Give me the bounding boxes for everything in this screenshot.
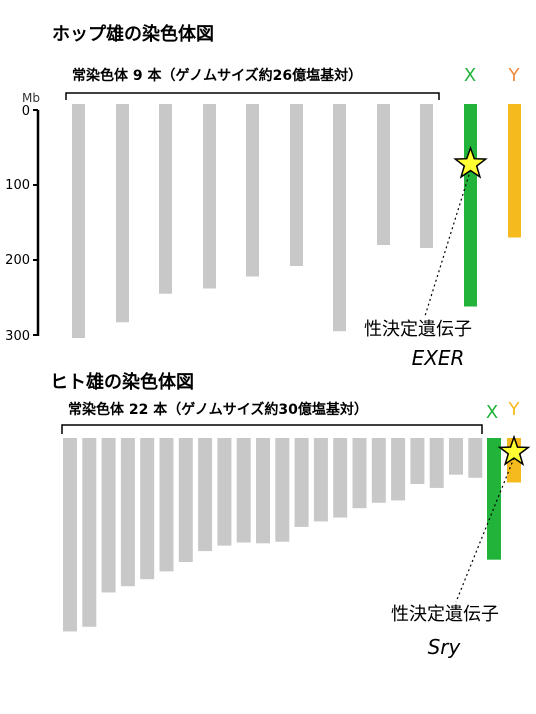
- hop-autosome-bar: [377, 104, 390, 245]
- hop-gene-pointer: [424, 169, 472, 317]
- human-gene-name: Sry: [428, 635, 462, 659]
- human-autosome-bar: [333, 438, 348, 518]
- hop-y-label: Y: [508, 65, 521, 86]
- human-autosome-bracket: [61, 424, 483, 434]
- human-autosome-bar: [101, 438, 116, 593]
- human-x-chromosome-bar: [487, 438, 501, 560]
- hop-axis-tick-label: 0: [22, 104, 30, 119]
- human-autosome-bar: [256, 438, 270, 544]
- hop-autosome-bar: [290, 104, 303, 266]
- hop-autosome-bar: [333, 104, 346, 332]
- human-autosome-bar: [468, 438, 483, 478]
- hop-autosome-label: 常染色体 9 本（ゲノムサイズ約26億塩基対）: [72, 67, 362, 84]
- hop-panel: ホップ雄の染色体図 常染色体 9 本（ゲノムサイズ約26億塩基対） X Y Mb…: [5, 23, 521, 370]
- hop-gene-name: EXER: [412, 346, 465, 370]
- human-autosome-bar: [140, 438, 155, 580]
- human-gene-pointer: [455, 457, 515, 603]
- human-gene-label: 性決定遺伝子: [391, 604, 499, 625]
- human-autosome-bar: [313, 438, 328, 522]
- hop-axis-tick-label: 300: [5, 329, 30, 344]
- human-autosome-bar: [449, 438, 463, 475]
- human-autosome-bar: [178, 438, 193, 563]
- hop-chromosomes: [72, 104, 521, 338]
- hop-axis-tick-label: 100: [5, 178, 30, 193]
- human-autosome-bar: [120, 438, 135, 587]
- human-autosome-bar: [371, 438, 386, 503]
- human-autosome-bar: [410, 438, 425, 485]
- human-autosome-bar: [391, 438, 406, 501]
- hop-autosome-bar: [159, 104, 172, 294]
- human-y-label: Y: [508, 399, 521, 420]
- hop-title: ホップ雄の染色体図: [52, 23, 214, 45]
- hop-gene-star-icon: [453, 145, 488, 179]
- human-title: ヒト雄の染色体図: [50, 371, 194, 393]
- human-autosome-bar: [275, 438, 290, 542]
- human-x-label: X: [486, 402, 498, 423]
- hop-autosome-bar: [203, 104, 216, 289]
- human-panel: ヒト雄の染色体図 常染色体 22 本（ゲノムサイズ約30億塩基対） X Y 性決…: [50, 371, 531, 659]
- hop-autosome-bar: [72, 104, 85, 338]
- human-gene-star-icon: [497, 434, 531, 466]
- hop-axis-unit: Mb: [22, 91, 40, 105]
- human-autosome-bar: [159, 438, 174, 572]
- human-autosome-bar: [198, 438, 213, 552]
- human-autosome-label: 常染色体 22 本（ゲノムサイズ約30億塩基対）: [68, 401, 368, 418]
- hop-autosome-bar: [116, 104, 129, 323]
- hop-x-label: X: [464, 65, 476, 86]
- hop-y-chromosome-bar: [508, 104, 521, 238]
- hop-autosome-bar: [420, 104, 433, 248]
- human-autosome-bar: [236, 438, 251, 543]
- hop-x-chromosome-bar: [464, 104, 477, 307]
- human-autosome-bar: [217, 438, 232, 546]
- human-autosome-bar: [82, 438, 97, 627]
- human-autosome-bar: [352, 438, 367, 509]
- hop-axis: Mb 0 100 200 300: [5, 91, 40, 344]
- hop-autosome-bar: [246, 104, 259, 277]
- human-autosome-bar: [294, 438, 309, 527]
- hop-autosome-bracket: [65, 92, 440, 100]
- human-autosome-bar: [429, 438, 444, 488]
- human-chromosomes: [63, 438, 521, 632]
- hop-gene-label: 性決定遺伝子: [364, 319, 472, 340]
- hop-axis-tick-label: 200: [5, 253, 30, 268]
- human-autosome-bar: [63, 438, 77, 632]
